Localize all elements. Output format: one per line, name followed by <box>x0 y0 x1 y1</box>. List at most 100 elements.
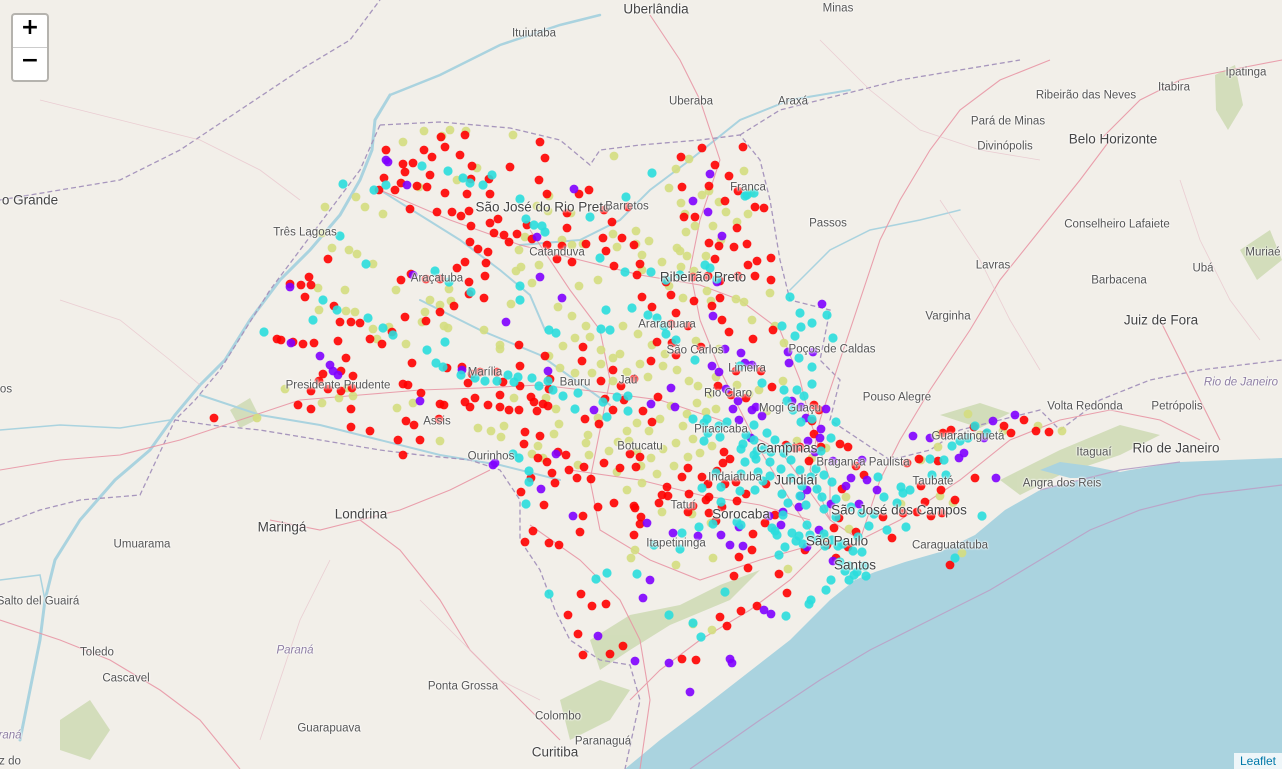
red-marker[interactable] <box>460 397 470 407</box>
purple-marker[interactable] <box>315 351 325 361</box>
red-marker[interactable] <box>629 530 639 540</box>
red-marker[interactable] <box>504 405 514 415</box>
olive-marker[interactable] <box>707 441 717 451</box>
purple-marker[interactable] <box>568 511 578 521</box>
red-marker[interactable] <box>581 239 591 249</box>
olive-marker[interactable] <box>779 338 789 348</box>
purple-marker[interactable] <box>759 605 769 615</box>
cyan-marker[interactable] <box>515 295 525 305</box>
red-marker[interactable] <box>732 496 742 506</box>
olive-marker[interactable] <box>672 365 682 375</box>
purple-marker[interactable] <box>727 658 737 668</box>
cyan-marker[interactable] <box>950 553 960 563</box>
cyan-marker[interactable] <box>690 355 700 365</box>
red-marker[interactable] <box>601 246 611 256</box>
cyan-marker[interactable] <box>623 391 633 401</box>
olive-marker[interactable] <box>844 524 854 534</box>
cyan-marker[interactable] <box>844 575 854 585</box>
olive-marker[interactable] <box>963 409 973 419</box>
cyan-marker[interactable] <box>788 405 798 415</box>
cyan-marker[interactable] <box>335 231 345 241</box>
olive-marker[interactable] <box>783 564 793 574</box>
red-marker[interactable] <box>535 431 545 441</box>
red-marker[interactable] <box>346 317 356 327</box>
cyan-marker[interactable] <box>780 542 790 552</box>
red-marker[interactable] <box>1019 415 1029 425</box>
cyan-marker[interactable] <box>861 571 871 581</box>
cyan-marker[interactable] <box>627 303 637 313</box>
cyan-marker[interactable] <box>901 522 911 532</box>
olive-marker[interactable] <box>555 363 565 373</box>
cyan-marker[interactable] <box>735 486 745 496</box>
red-marker[interactable] <box>635 259 645 269</box>
red-marker[interactable] <box>489 228 499 238</box>
olive-marker[interactable] <box>419 126 429 136</box>
olive-marker[interactable] <box>695 448 705 458</box>
cyan-marker[interactable] <box>524 477 534 487</box>
olive-marker[interactable] <box>688 434 698 444</box>
red-marker[interactable] <box>440 188 450 198</box>
red-marker[interactable] <box>912 507 922 517</box>
cyan-marker[interactable] <box>819 529 829 539</box>
olive-marker[interactable] <box>551 404 561 414</box>
cyan-marker[interactable] <box>527 373 537 383</box>
red-marker[interactable] <box>704 508 714 518</box>
cyan-marker[interactable] <box>776 464 786 474</box>
cyan-marker[interactable] <box>970 421 980 431</box>
red-marker[interactable] <box>293 400 303 410</box>
red-marker[interactable] <box>631 462 641 472</box>
red-marker[interactable] <box>393 435 403 445</box>
red-marker[interactable] <box>697 472 707 482</box>
olive-marker[interactable] <box>658 444 668 454</box>
red-marker[interactable] <box>594 419 604 429</box>
red-marker[interactable] <box>647 302 657 312</box>
olive-marker[interactable] <box>618 321 628 331</box>
red-marker[interactable] <box>296 280 306 290</box>
red-marker[interactable] <box>567 257 577 267</box>
olive-marker[interactable] <box>553 302 563 312</box>
olive-marker[interactable] <box>317 398 327 408</box>
cyan-marker[interactable] <box>521 214 531 224</box>
cyan-marker[interactable] <box>694 522 704 532</box>
red-marker[interactable] <box>516 487 526 497</box>
red-marker[interactable] <box>398 450 408 460</box>
olive-marker[interactable] <box>581 321 591 331</box>
olive-marker[interactable] <box>392 403 402 413</box>
red-marker[interactable] <box>647 417 657 427</box>
olive-marker[interactable] <box>583 430 593 440</box>
cyan-marker[interactable] <box>781 611 791 621</box>
red-marker[interactable] <box>346 422 356 432</box>
purple-marker[interactable] <box>734 415 744 425</box>
red-marker[interactable] <box>335 317 345 327</box>
cyan-marker[interactable] <box>846 502 856 512</box>
cyan-marker[interactable] <box>438 362 448 372</box>
red-marker[interactable] <box>946 425 956 435</box>
olive-marker[interactable] <box>682 251 692 261</box>
red-marker[interactable] <box>736 606 746 616</box>
olive-marker[interactable] <box>613 437 623 447</box>
olive-marker[interactable] <box>631 226 641 236</box>
red-marker[interactable] <box>671 308 681 318</box>
cyan-marker[interactable] <box>705 263 715 273</box>
red-marker[interactable] <box>542 189 552 199</box>
red-marker[interactable] <box>608 365 618 375</box>
cyan-marker[interactable] <box>661 275 671 285</box>
cyan-marker[interactable] <box>492 376 502 386</box>
olive-marker[interactable] <box>506 299 516 309</box>
red-marker[interactable] <box>887 533 897 543</box>
purple-marker[interactable] <box>988 416 998 426</box>
olive-marker[interactable] <box>280 384 290 394</box>
red-marker[interactable] <box>608 405 618 415</box>
cyan-marker[interactable] <box>779 385 789 395</box>
red-marker[interactable] <box>464 206 474 216</box>
red-marker[interactable] <box>666 319 676 329</box>
red-marker[interactable] <box>654 498 664 508</box>
purple-marker[interactable] <box>925 433 935 443</box>
cyan-marker[interactable] <box>853 532 863 542</box>
purple-marker[interactable] <box>589 405 599 415</box>
cyan-marker[interactable] <box>811 464 821 474</box>
olive-marker[interactable] <box>678 421 688 431</box>
cyan-marker[interactable] <box>795 308 805 318</box>
red-marker[interactable] <box>533 453 543 463</box>
red-marker[interactable] <box>704 181 714 191</box>
